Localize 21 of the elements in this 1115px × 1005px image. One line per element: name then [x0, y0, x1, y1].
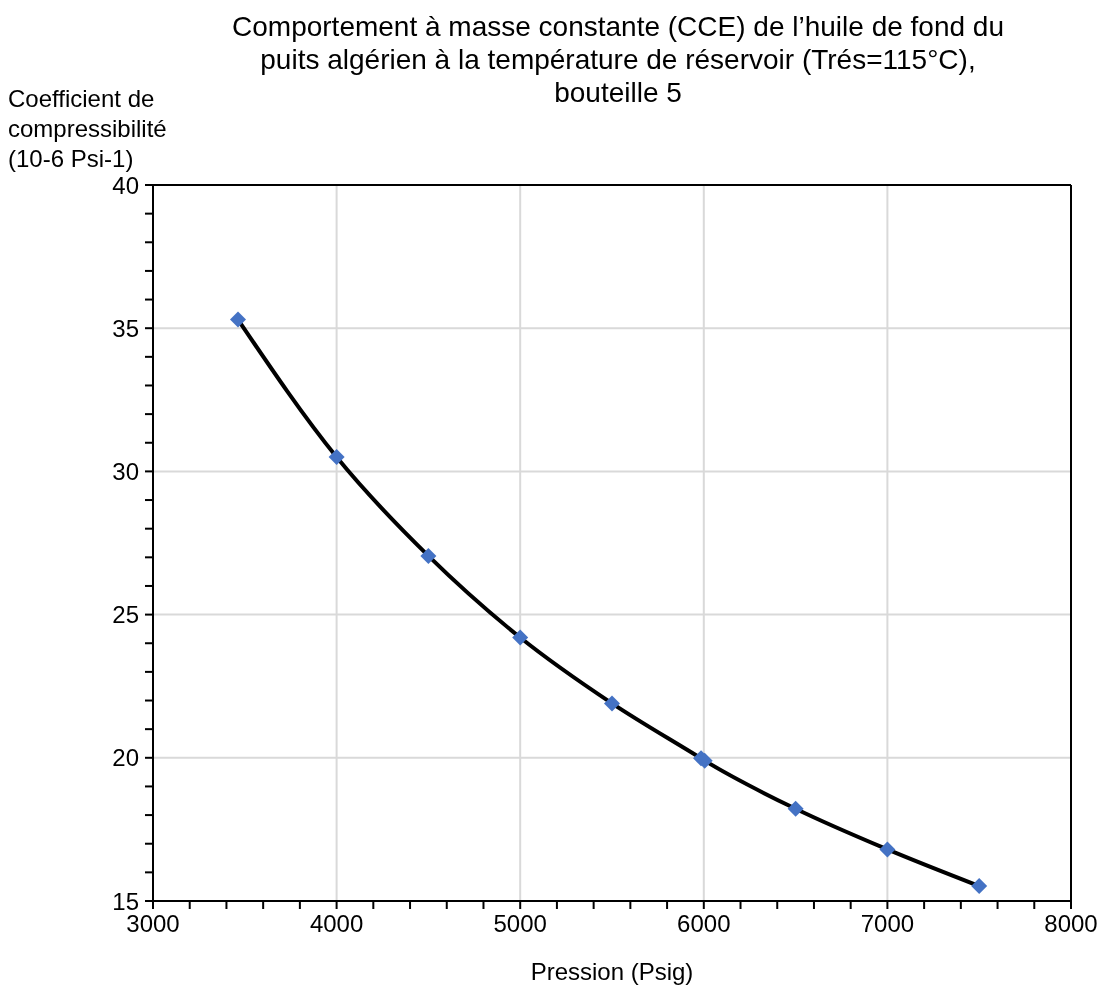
chart-title: Comportement à masse constante (CCE) de l’huile de fond du puits algérien à la température de réservoir (Trés=115°C), bouteille 5 — [231, 10, 1005, 109]
x-tick-label: 7000 — [860, 910, 915, 938]
x-tick-label: 6000 — [677, 910, 731, 938]
point — [328, 449, 345, 466]
x-tick-label: 8000 — [1044, 910, 1098, 938]
point — [420, 547, 437, 564]
point — [787, 800, 804, 817]
point — [879, 841, 896, 858]
x-axis-title: Pression (Psig) — [529, 958, 695, 986]
y-axis-title: Coefficient de compressibilité (10-6 Psi-1) — [8, 84, 168, 174]
point — [604, 695, 620, 712]
y-tick-label: 35 — [112, 314, 139, 342]
y-tick-label: 25 — [112, 601, 139, 629]
point — [971, 878, 988, 895]
y-tick-label: 40 — [112, 171, 139, 199]
y-tick-label: 20 — [112, 744, 139, 772]
y-tick-label: 30 — [112, 457, 139, 485]
x-tick-label: 4000 — [309, 910, 364, 938]
point — [230, 311, 247, 328]
point — [512, 629, 529, 646]
x-tick-label: 5000 — [493, 910, 547, 938]
